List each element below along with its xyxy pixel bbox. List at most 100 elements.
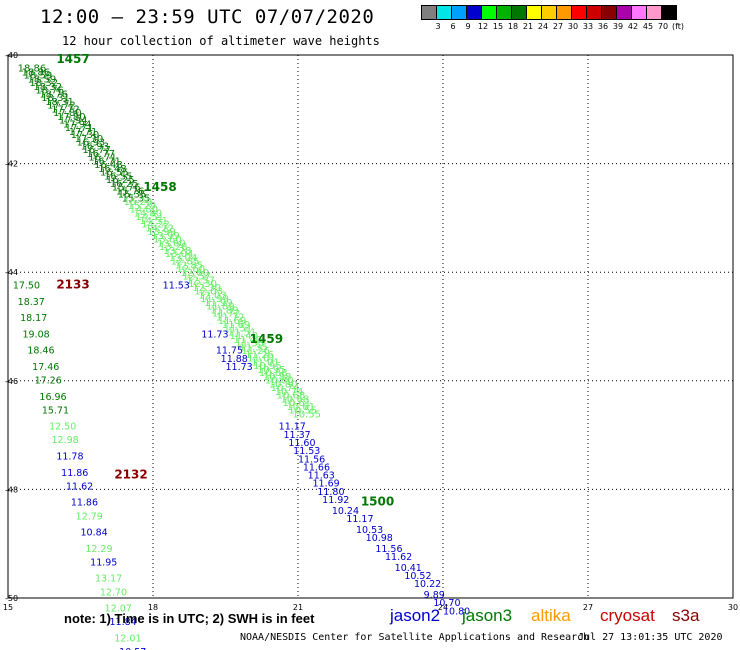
swh-label: 10.52 [404,571,431,582]
scale-label: 6 [450,22,456,31]
swh-label: 11.89 [210,305,239,316]
swh-label: 15.35 [122,194,151,205]
x-tick-label: 27 [583,603,593,612]
swh-label: 11.63 [308,471,335,482]
swh-label: 18.76 [35,86,64,97]
swh-label: 10.68 [277,391,306,402]
map-subtitle: 12 hour collection of altimeter wave hei… [62,34,380,48]
swh-label: 10.88 [259,368,288,379]
swh-label: 11.75 [216,346,243,357]
swh-label: 17.26 [35,376,62,387]
note-text: note: 1) Time is in UTC; 2) SWH is in fe… [64,611,315,626]
scale-label: 24 [537,22,549,31]
swh-label: 11.72 [212,309,241,320]
swh-label: 11.40 [229,331,258,342]
time-label: 1459 [250,332,283,346]
swh-label: 11.99 [200,294,229,305]
scale-label: 12 [477,22,489,31]
swh-label: 13.04 [169,253,198,264]
swh-label: 11.51 [224,324,253,335]
time-label: 2133 [56,277,89,291]
swh-label: 10.68 [281,395,310,406]
swh-label: 12.70 [100,587,127,598]
swh-label: 17.80 [57,112,86,123]
swh-label: 18.59 [24,71,53,82]
swh-label: 15.35 [118,190,147,201]
time-label: 1500 [361,495,394,509]
swh-label: 11.35 [235,338,264,349]
swh-label: 17.71 [69,127,98,138]
color-scale-labels: 3 6 9 12 15 18 21 24 27 30 33 36 39 42 45 70 (ft) [421,20,684,32]
swh-label: 13.28 [159,242,188,253]
scale-label: 36 [597,22,609,31]
swh-label: 10.74 [275,387,304,398]
legend-s3a: s3a [672,606,700,625]
scale-label: 9 [465,22,471,31]
swh-label: 17.80 [53,108,82,119]
swh-label: 11.53 [163,280,190,291]
swh-label: 16.55 [100,167,129,178]
map-title: 12:00 – 23:59 UTC 07/07/2020 [40,6,375,28]
swh-label: 11.60 [288,438,315,449]
swh-label: 11.51 [228,328,257,339]
scale-label: (ft) [671,22,685,31]
swh-label: 12.60 [181,268,210,279]
swh-label: 16.77 [86,149,115,160]
swh-label: 13.99 [151,231,180,242]
swh-label: 10.55 [292,409,321,420]
swh-label: 10.80 [443,606,470,617]
swh-label: 11.56 [375,544,402,555]
swh-label: 10.88 [263,372,292,383]
swh-label: 11.66 [303,462,330,473]
swh-label: 19.08 [23,329,50,340]
swh-label: 10.95 [253,361,282,372]
swh-label: 14.80 [129,205,158,216]
y-tick-label: -48 [5,485,18,494]
swh-label: 10.74 [271,383,300,394]
swh-label: 10.24 [332,506,359,517]
swh-label: 17.72 [47,100,76,111]
swh-label: 11.84 [110,617,137,628]
swh-label: 14.22 [141,219,170,230]
y-tick-label: -42 [5,160,18,169]
swh-label: 16.48 [98,164,127,175]
swh-label: 13.99 [147,227,176,238]
swh-label: 11.89 [206,301,235,312]
swh-label: 12.29 [85,544,112,555]
time-label: 1457 [56,52,89,66]
time-label: 2132 [114,468,147,482]
scale-label: 70 [657,22,669,31]
swh-label: 16.93 [81,142,110,153]
color-scale-swatches [421,5,677,20]
swh-label: 11.80 [317,487,344,498]
swh-label: 11.53 [293,446,320,457]
x-tick-label: 24 [438,603,448,612]
swh-label: 12.50 [49,422,76,433]
swh-label: 18.37 [18,297,45,308]
swh-label: 11.17 [279,422,306,433]
scale-label: 39 [612,22,624,31]
x-tick-label: 30 [728,603,738,612]
map-frame [7,54,734,599]
swh-label: 11.40 [233,335,262,346]
legend-jason2: jason2 [390,606,441,625]
swh-label: 11.86 [61,468,88,479]
scale-label: 42 [627,22,639,31]
swh-label: 15.71 [42,405,69,416]
swh-label: 16.77 [82,145,111,156]
swh-label: 16.55 [104,171,133,182]
swh-label: 10.98 [366,533,393,544]
swh-label: 18.31 [41,93,70,104]
swh-label: 17.94 [63,119,92,130]
swh-label: 16.93 [77,138,106,149]
swh-label: 12.01 [114,633,141,644]
swh-label: 13.28 [163,246,192,257]
swh-label: 17.72 [51,104,80,115]
swh-label: 11.69 [218,316,247,327]
swh-label: 17.46 [32,362,59,373]
swh-label: 11.99 [204,298,233,309]
swh-label: 11.78 [56,452,83,463]
swh-label: 18.59 [28,75,57,86]
swh-label: 11.73 [226,362,253,373]
